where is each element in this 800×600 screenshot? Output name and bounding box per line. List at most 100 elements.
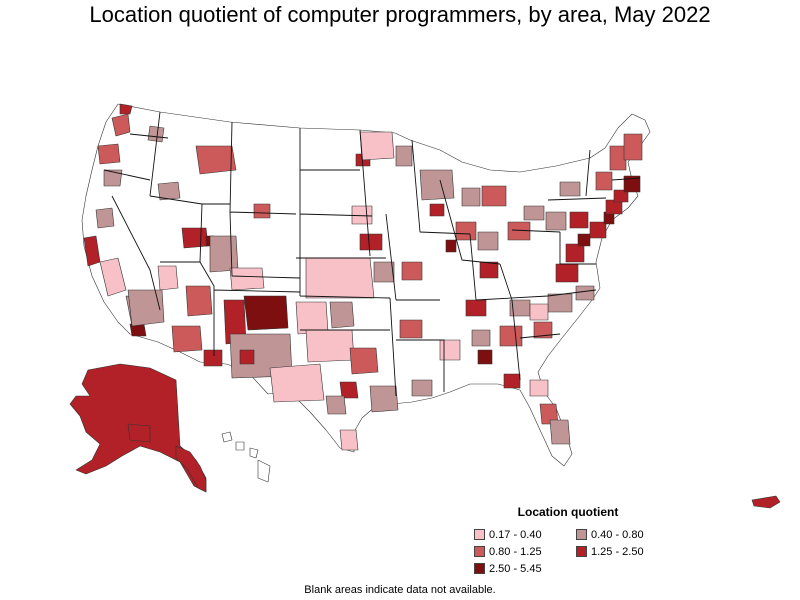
region-tx-san-antonio [325,395,347,415]
region-nevada-south [157,265,179,291]
region-ny-albany [595,171,613,191]
region-co-west [209,235,239,273]
region-tx-houston [369,385,399,413]
legend-swatch-5 [474,563,485,574]
region-hawaii-maui [249,447,259,459]
region-nm-east [243,295,289,331]
region-al-huntsville [477,349,493,365]
region-pa-pittsburgh [545,211,567,231]
region-pa-philadelphia [589,221,607,239]
region-ms-jackson [439,339,461,361]
region-tx-austin [339,381,359,399]
region-puerto-rico [751,495,781,509]
legend-swatch-3 [474,546,485,557]
legend-label-3: 0.80 - 1.25 [489,546,542,558]
region-wi-north [419,169,455,201]
region-dc-metro [565,243,585,263]
region-pa-harrisburg [569,211,589,229]
region-la-baton-rouge [411,379,433,397]
legend-swatch-4 [576,546,587,557]
region-nc-raleigh [547,293,573,313]
region-mi-detroit [481,185,507,207]
region-al-birmingham [471,329,491,347]
region-ga-atlanta [499,325,523,347]
legend-swatch-2 [576,529,587,540]
region-portland [97,143,121,165]
region-or-south [103,169,123,187]
region-va-norfolk [575,285,595,301]
region-mn-minneapolis [395,145,413,167]
region-mo-kansas-city [373,261,395,283]
region-denver [253,203,271,219]
region-arizona-phoenix [127,289,165,327]
region-in-indianapolis [477,231,499,251]
state-borders [103,111,641,397]
region-wi-madison [429,203,445,217]
region-il-springfield [445,239,457,253]
legend-item-1: 0.17 - 0.40 [474,529,542,543]
region-kansas [305,257,375,299]
region-alaska-anchorage [127,423,151,443]
legend-item-2: 0.40 - 0.80 [576,529,644,543]
footnote: Blank areas indicate data not available. [304,584,496,596]
region-ar-little-rock [399,319,423,339]
region-ct-hartford [613,189,629,203]
region-tucson [171,325,203,353]
region-ok-tulsa [295,301,329,335]
region-wa-north [119,103,133,115]
region-las-cruces [203,349,223,367]
region-md-baltimore [577,233,591,247]
region-tx-north [305,329,355,363]
region-va-richmond [555,263,579,283]
region-ok-oklahoma-city [329,301,355,329]
region-mn-west [359,131,395,161]
legend-title: Location quotient [517,505,619,519]
region-ky-louisville [479,261,499,279]
region-me-portland [623,133,643,161]
region-seattle [111,113,131,137]
region-mo-st-louis [401,261,423,281]
region-wy-central [229,267,265,291]
legend-item-3: 0.80 - 1.25 [474,546,542,560]
legend-item-4: 1.25 - 2.50 [576,546,644,560]
region-tx-west [269,363,325,403]
region-hawaii-big-island [257,459,271,483]
region-ny-rochester [559,181,581,197]
region-sacramento [95,207,115,229]
region-ne-omaha [351,205,373,225]
region-sc-columbia [533,321,553,339]
legend-label-4: 1.25 - 2.50 [591,546,644,558]
legend-label-1: 0.17 - 0.40 [489,529,542,541]
region-hawaii-kauai [221,431,233,443]
region-ut-salt-lake [181,227,209,249]
region-ga-savannah [503,373,521,389]
region-tx-dallas [349,347,379,375]
region-nc-charlotte [529,303,549,321]
region-oh-cleveland [523,205,545,221]
map-legend: Location quotient 0.17 - 0.40 0.40 - 0.8… [468,505,668,580]
legend-swatch-1 [474,529,485,540]
region-az-flagstaff [185,285,213,317]
region-fl-tampa [549,419,571,445]
region-wa-east [147,125,165,143]
legend-item-5: 2.50 - 5.45 [474,563,542,577]
region-nm-roswell [239,349,255,365]
region-il-chicago [455,221,477,241]
region-boise [157,181,181,201]
region-mi-grand-rapids [461,187,481,207]
region-ca-central [99,257,127,297]
region-ia-des-moines [359,233,383,251]
region-hawaii-oahu [235,441,245,451]
legend-label-2: 0.40 - 0.80 [591,529,644,541]
region-tx-south [339,429,359,451]
region-tn-nashville [465,299,487,317]
region-vt-nh [609,145,627,171]
region-fl-jacksonville [529,379,549,397]
map-title: Location quotient of computer programmer… [89,2,711,27]
region-alaska-southeast [175,445,207,493]
legend-label-5: 2.50 - 5.45 [489,563,542,575]
region-oh-columbus [507,221,531,241]
region-idaho-central [195,145,237,175]
region-ma-boston [623,175,641,193]
